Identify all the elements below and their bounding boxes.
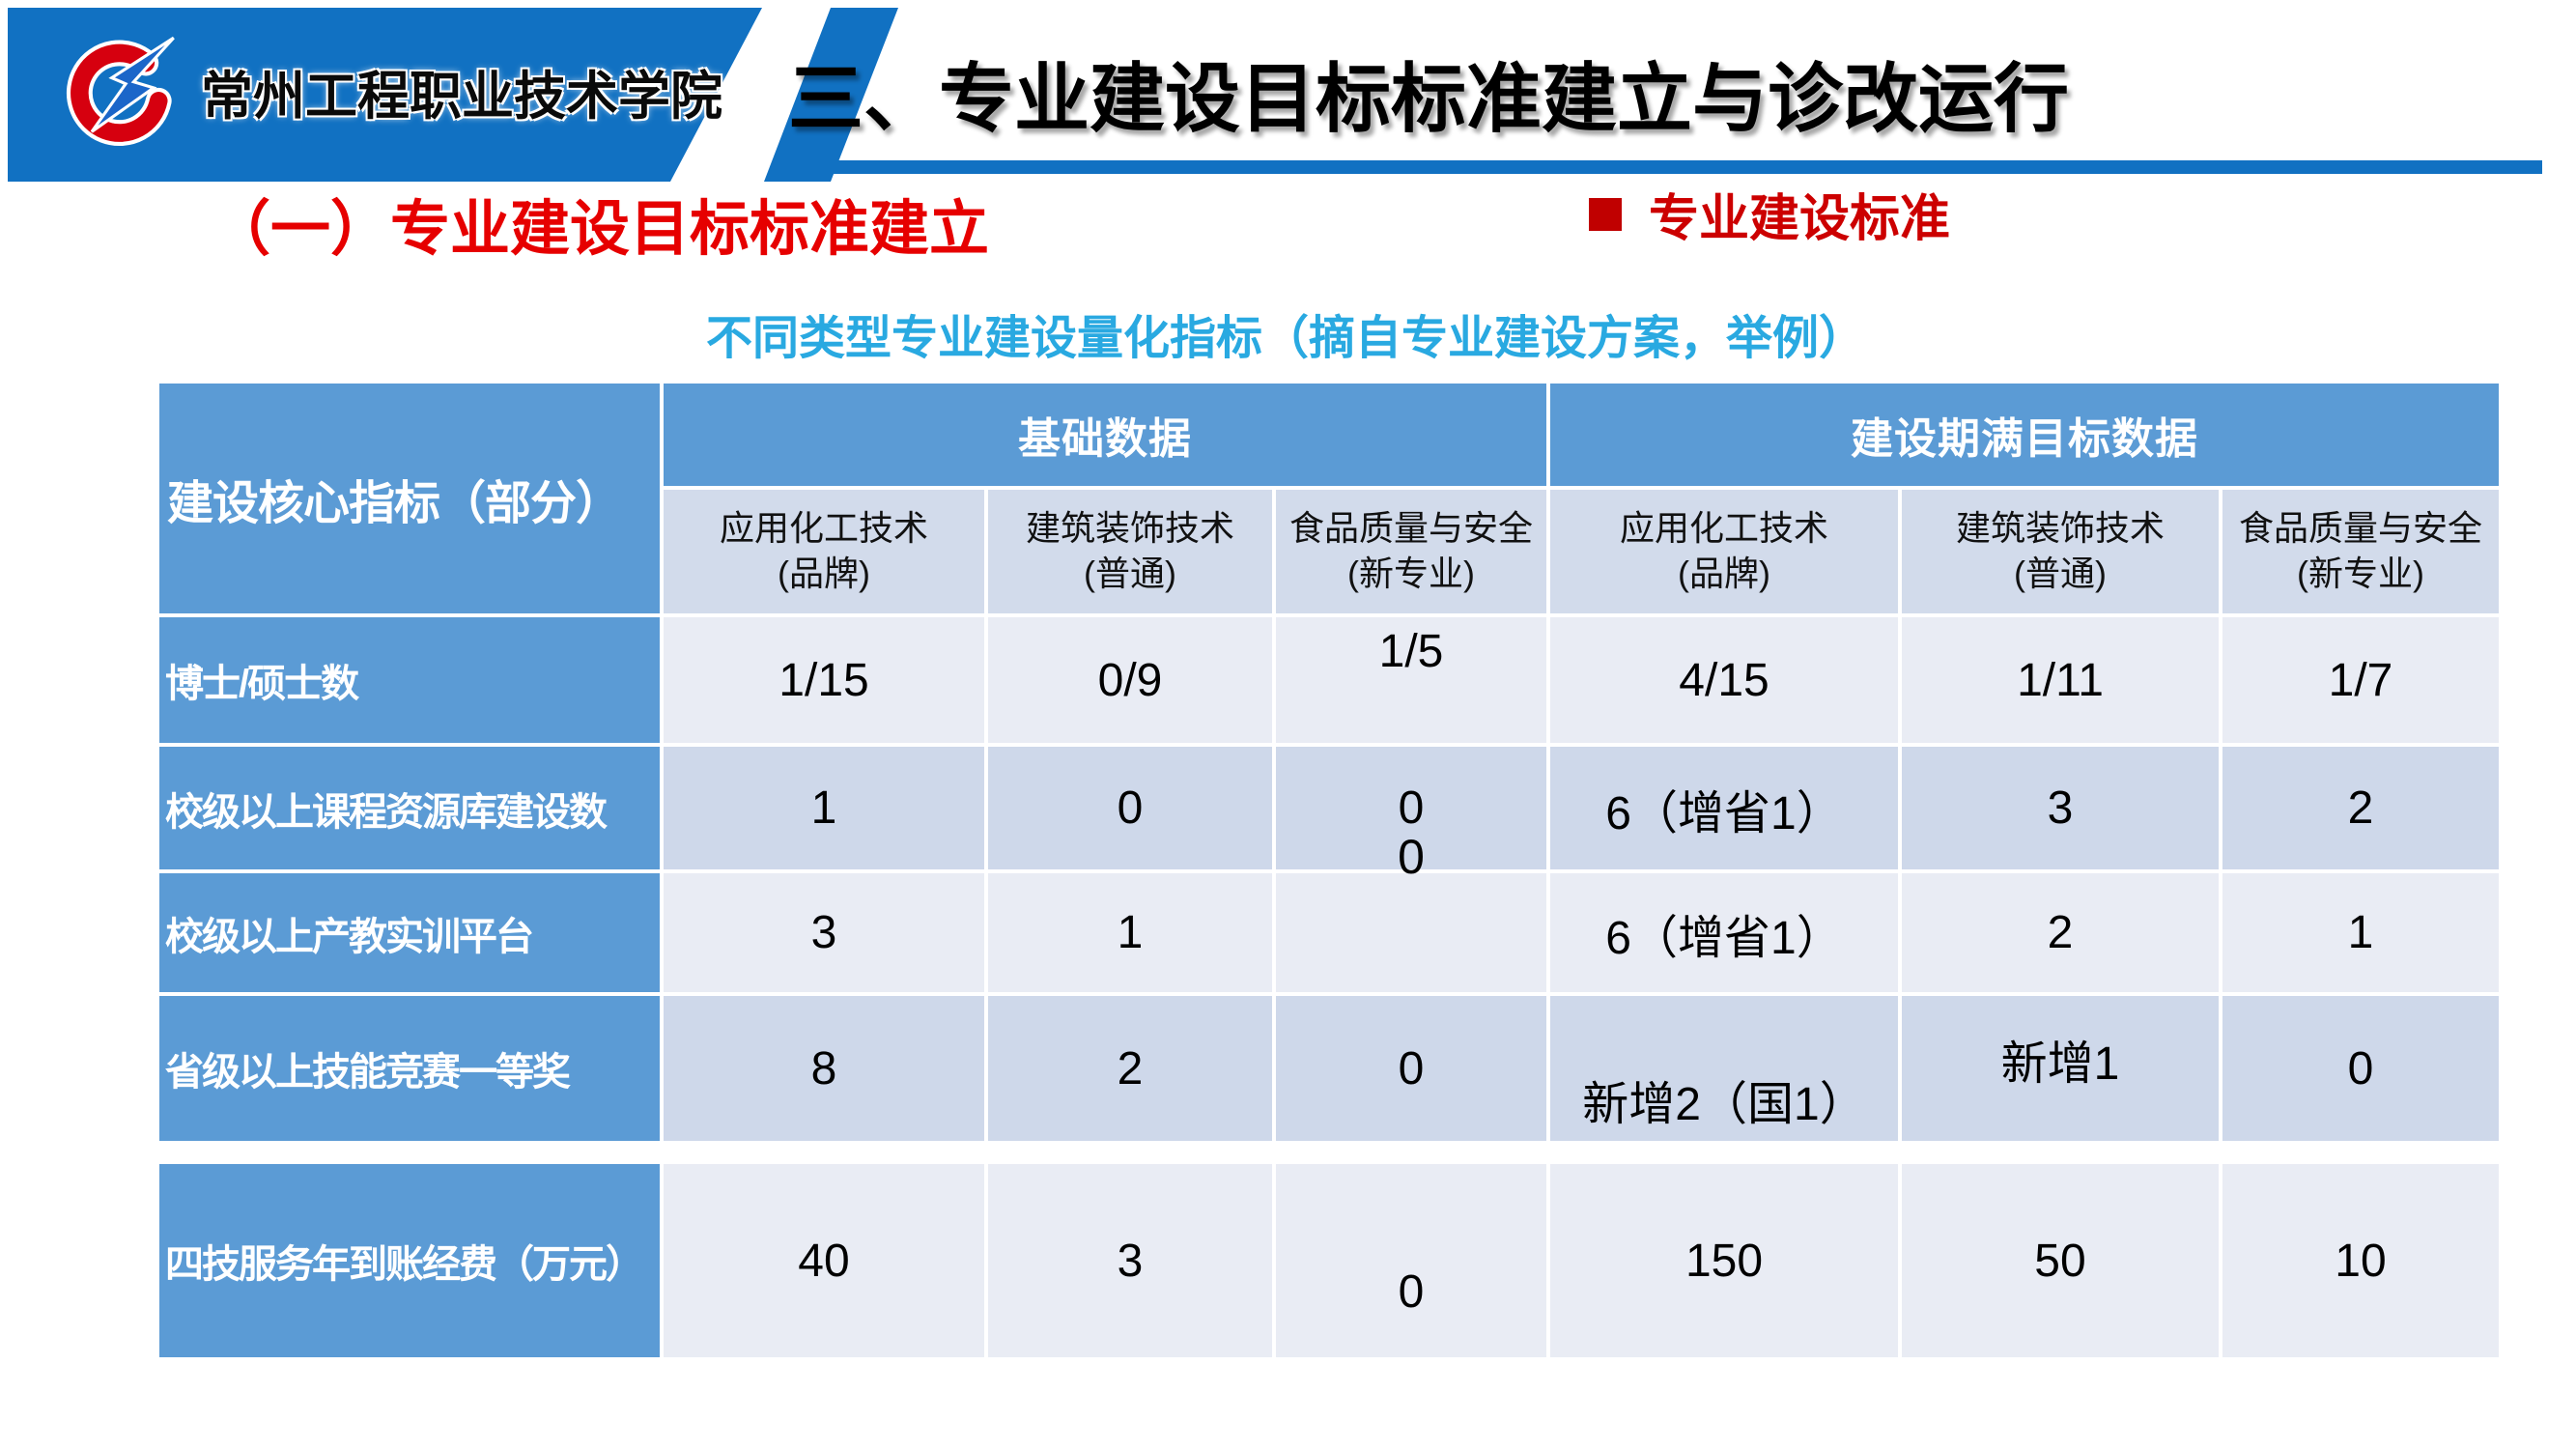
row-label-cell: 省级以上技能竞赛一等奖: [159, 996, 660, 1141]
column-header-cell: 应用化工技术 (品牌): [1550, 490, 1898, 613]
bullet-label: 专业建设标准: [1649, 191, 1951, 247]
row-label-cell: 博士/硕士数: [159, 617, 660, 743]
data-cell: 新增1: [1902, 996, 2219, 1141]
row-label-cell: 校级以上课程资源库建设数: [159, 747, 660, 869]
school-logo: 常州工程职业技术学院: [62, 35, 722, 147]
data-cell: 6（增省1）: [1550, 747, 1898, 869]
column-header-cell: 建筑装饰技术 (普通): [988, 490, 1272, 613]
data-cell: 1: [988, 873, 1272, 992]
data-cell: [1276, 873, 1546, 992]
data-cell: 1/11: [1902, 617, 2219, 743]
row-label-cell: 四技服务年到账经费（万元）: [159, 1164, 660, 1357]
data-cell: 1: [664, 747, 984, 869]
data-cell: 0: [1276, 747, 1546, 869]
data-cell: 40: [664, 1164, 984, 1357]
data-cell: 8: [664, 996, 984, 1141]
column-header-cell: 应用化工技术 (品牌): [664, 490, 984, 613]
slide-title: 三、专业建设目标标准建立与诊改运行: [788, 56, 2070, 141]
data-cell: 新增2（国1）: [1550, 996, 1898, 1141]
table-title: 不同类型专业建设量化指标（摘自专业建设方案，举例）: [705, 313, 1865, 364]
column-header-cell: 食品质量与安全 (新专业): [2222, 490, 2499, 613]
column-header-cell: 建筑装饰技术 (普通): [1902, 490, 2219, 613]
column-header-cell: 食品质量与安全 (新专业): [1276, 490, 1546, 613]
data-cell: 1: [2222, 873, 2499, 992]
data-cell: 6（增省1）: [1550, 873, 1898, 992]
data-cell: 2: [988, 996, 1272, 1141]
school-name: 常州工程职业技术学院: [201, 64, 722, 127]
data-cell: 1/7: [2222, 617, 2499, 743]
data-cell: 0/9: [988, 617, 1272, 743]
data-cell: 2: [1902, 873, 2219, 992]
data-cell: 1/15: [664, 617, 984, 743]
group-header-cell: 基础数据: [664, 384, 1546, 486]
title-underline: [827, 160, 2542, 174]
group-header-cell: 建设期满目标数据: [1550, 384, 2499, 486]
indicator-table: 建设核心指标（部分） 基础数据 建设期满目标数据 应用化工技术 (品牌) 建筑装饰技术 (普…: [159, 384, 2499, 1357]
bullet-square-icon: [1589, 197, 1622, 231]
data-cell: 1/5: [1276, 617, 1546, 743]
data-cell: 2: [2222, 747, 2499, 869]
data-cell: 0: [2222, 996, 2499, 1141]
data-cell: 4/15: [1550, 617, 1898, 743]
data-cell: 150: [1550, 1164, 1898, 1357]
section-heading: （一）专业建设目标标准建立: [211, 196, 990, 263]
data-cell: 3: [1902, 747, 2219, 869]
data-cell: 50: [1902, 1164, 2219, 1357]
data-cell: 3: [988, 1164, 1272, 1357]
data-cell: 0: [1276, 1164, 1546, 1357]
data-cell: 0: [988, 747, 1272, 869]
floating-zero-value: 0: [1398, 830, 1425, 884]
corner-header-cell: 建设核心指标（部分）: [159, 384, 660, 613]
data-cell: 3: [664, 873, 984, 992]
row-label-cell: 校级以上产教实训平台: [159, 873, 660, 992]
bullet-item: 专业建设标准: [1589, 178, 1950, 250]
data-cell: 10: [2222, 1164, 2499, 1357]
school-logo-swoosh-icon: [62, 35, 182, 147]
data-cell: 0: [1276, 996, 1546, 1141]
